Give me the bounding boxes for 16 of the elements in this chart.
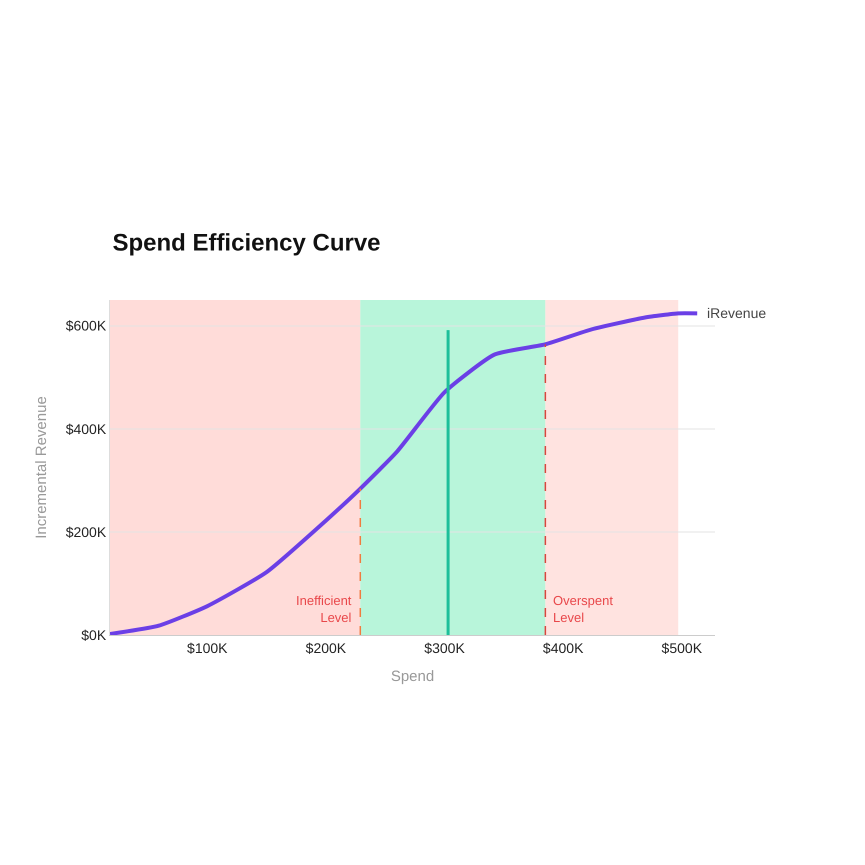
- series-label: iRevenue: [707, 305, 766, 321]
- x-tick-label: $100K: [187, 640, 228, 656]
- y-tick-label: $400K: [66, 420, 107, 437]
- chart-title: Spend Efficiency Curve: [112, 229, 381, 256]
- x-tick-label: $300K: [424, 640, 466, 656]
- line-series: [110, 311, 700, 635]
- x-tick-label: $500K: [662, 640, 703, 656]
- x-tick-label: $200K: [306, 640, 347, 656]
- y-axis-title: Incremental Revenue: [32, 396, 50, 539]
- y-tick-label: $600K: [66, 318, 107, 334]
- ref-line-label: Overspent Level: [553, 593, 614, 625]
- y-tick-label: $200K: [66, 524, 107, 540]
- x-axis-title: Spend: [390, 668, 434, 685]
- y-tick-label: $0K: [81, 626, 107, 643]
- x-tick-label: $400K: [542, 640, 584, 656]
- ref-line-label: Inefficient Level: [296, 593, 352, 625]
